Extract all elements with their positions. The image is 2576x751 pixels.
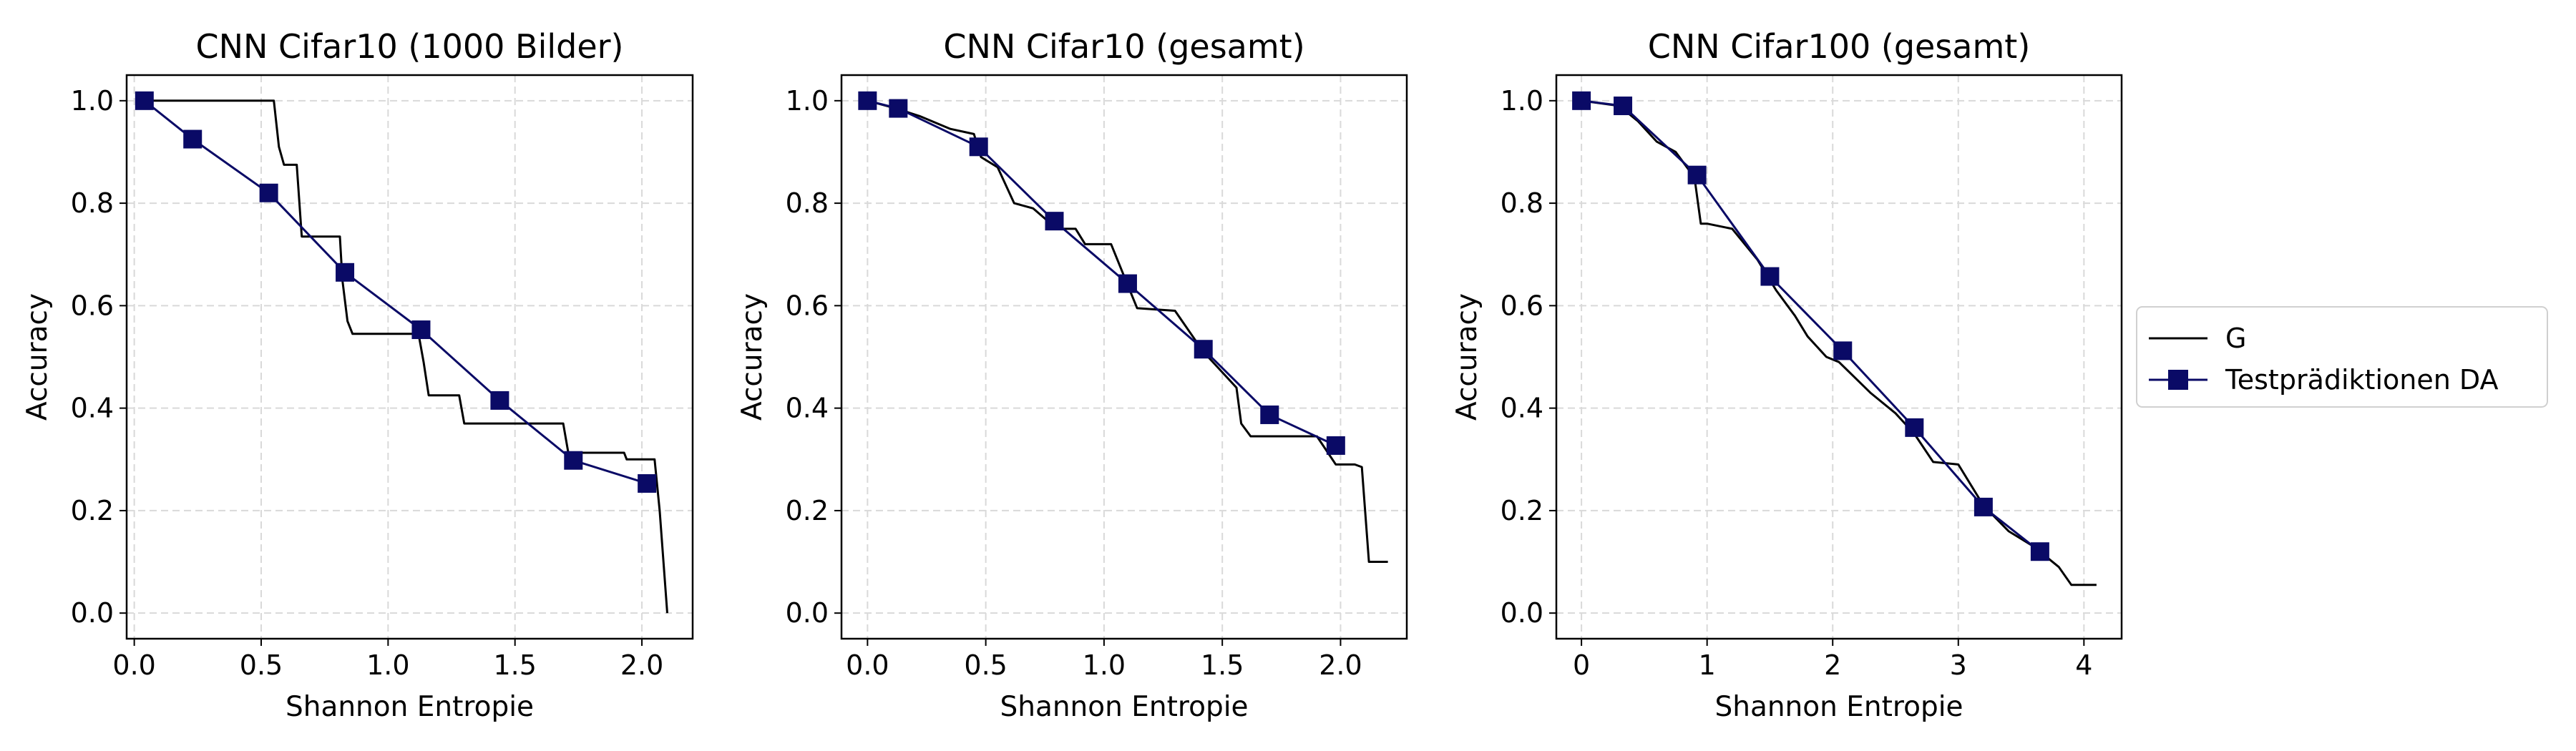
series-line-g: [1581, 99, 2097, 586]
legend-square-marker-swatch: [2149, 370, 2207, 390]
y-tick-label: 0.4: [786, 393, 829, 424]
chart-title: CNN Cifar100 (gesamt): [1648, 27, 2031, 66]
data-point-da: [1974, 497, 1993, 516]
y-tick-label: 0.2: [786, 495, 829, 526]
y-tick-label: 0.0: [1501, 597, 1543, 629]
y-tick-label: 0.2: [1501, 495, 1543, 526]
data-point-da: [1118, 274, 1137, 293]
x-tick-label: 0.0: [112, 649, 155, 681]
data-point-da: [1905, 418, 1924, 437]
series-line-g: [867, 99, 1388, 563]
data-point-da: [564, 451, 583, 470]
y-axis-label: Accuracy: [21, 293, 54, 421]
data-point-da: [259, 183, 278, 202]
x-axis-label: Shannon Entropie: [286, 691, 534, 723]
x-tick-label: 2: [1824, 649, 1841, 681]
plot-frame: [840, 74, 1408, 640]
x-tick-label: 1.0: [1083, 649, 1126, 681]
data-point-da: [1260, 405, 1279, 424]
y-tick-label: 0.0: [71, 597, 114, 629]
chart-title: CNN Cifar10 (gesamt): [943, 27, 1304, 66]
y-tick-label: 0.6: [71, 290, 114, 321]
data-point-da: [1194, 340, 1213, 359]
data-point-da: [1614, 96, 1633, 115]
y-tick-label: 0.0: [786, 597, 829, 629]
data-point-da: [135, 91, 154, 110]
data-point-da: [889, 99, 908, 118]
x-tick-label: 1: [1699, 649, 1716, 681]
series-line-da: [867, 99, 1337, 447]
chart-1: 0.0 0.5 1.0 1.5 2.0 0.0 0.2 0.4 0.6 0.8 1.0 CNN Cif…: [21, 27, 694, 723]
data-point-da: [1572, 91, 1591, 110]
x-tick-label: 2.0: [620, 649, 663, 681]
x-tick-label: 4: [2075, 649, 2092, 681]
x-tick-label: 1.0: [366, 649, 409, 681]
y-axis-label: Accuracy: [1451, 293, 1483, 421]
y-tick-label: 0.8: [786, 187, 829, 219]
chart-3: 0 1 2 3 4 0.0 0.2 0.4 0.6 0.8 1.0 CNN Cifar100 (ges…: [1451, 27, 2123, 723]
data-point-da: [858, 91, 877, 110]
y-tick-label: 0.8: [71, 187, 114, 219]
data-point-da: [336, 262, 355, 282]
data-point-da: [411, 320, 431, 340]
plot-frame: [1555, 74, 2123, 640]
data-point-da: [490, 391, 509, 410]
x-tick-label: 0.5: [964, 649, 1007, 681]
y-tick-label: 0.8: [1501, 187, 1543, 219]
series-line-da: [143, 99, 648, 485]
legend-label-g: G: [2225, 323, 2247, 354]
y-axis-label: Accuracy: [736, 293, 769, 421]
legend-line-swatch: [2149, 337, 2207, 340]
x-tick-label: 1.5: [1201, 649, 1244, 681]
series-line-da: [1581, 99, 2041, 553]
x-tick-label: 0: [1573, 649, 1590, 681]
data-point-da: [1760, 267, 1780, 286]
legend-label-da: Testprädiktionen DA: [2225, 364, 2499, 396]
x-tick-label: 3: [1950, 649, 1967, 681]
chart-2: 0.0 0.5 1.0 1.5 2.0 0.0 0.2 0.4 0.6 0.8 1.0 CNN Cif…: [736, 27, 1408, 723]
data-point-da: [1045, 212, 1064, 231]
x-tick-label: 0.0: [846, 649, 889, 681]
y-tick-label: 0.6: [1501, 290, 1543, 321]
legend: G Testprädiktionen DA: [2136, 306, 2548, 408]
y-tick-label: 1.0: [786, 85, 829, 117]
y-tick-label: 1.0: [1501, 85, 1543, 117]
series-line-g: [144, 99, 668, 614]
plot-frame: [125, 74, 694, 640]
data-point-da: [1326, 436, 1345, 455]
data-point-da: [1687, 165, 1707, 185]
data-point-da: [2030, 542, 2049, 561]
x-tick-label: 1.5: [493, 649, 536, 681]
y-tick-label: 0.2: [71, 495, 114, 526]
data-point-da: [638, 473, 657, 493]
y-tick-label: 0.4: [1501, 393, 1543, 424]
data-point-da: [183, 129, 203, 149]
y-tick-label: 1.0: [71, 85, 114, 117]
x-tick-label: 2.0: [1319, 649, 1362, 681]
x-tick-label: 0.5: [240, 649, 283, 681]
x-axis-label: Shannon Entropie: [1000, 691, 1248, 723]
x-axis-label: Shannon Entropie: [1714, 691, 1963, 723]
chart-title: CNN Cifar10 (1000 Bilder): [195, 27, 623, 66]
y-tick-label: 0.4: [71, 393, 114, 424]
data-point-da: [969, 137, 988, 157]
y-tick-label: 0.6: [786, 290, 829, 321]
data-point-da: [1833, 341, 1853, 360]
